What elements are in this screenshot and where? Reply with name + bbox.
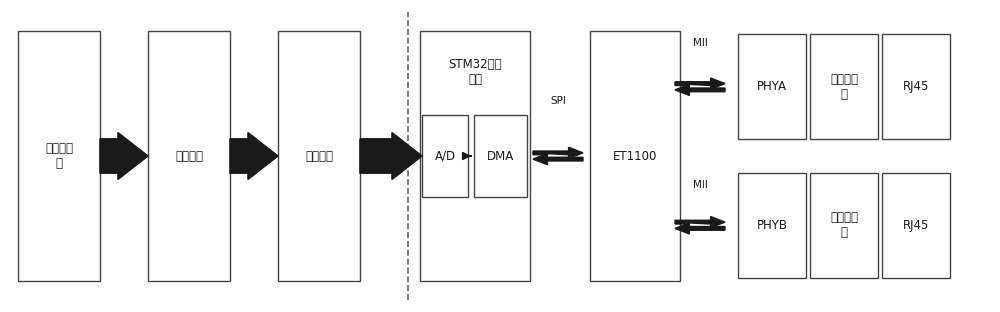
Text: A/D: A/D [434,149,456,163]
Polygon shape [360,133,422,179]
Bar [882,34,950,139]
Text: RJ45: RJ45 [903,80,929,93]
Polygon shape [230,133,278,179]
Polygon shape [675,84,725,95]
Bar [278,31,360,281]
Polygon shape [533,154,583,165]
Bar [810,173,878,278]
Bar [738,173,806,278]
Polygon shape [533,147,583,158]
Polygon shape [675,217,725,228]
Text: 放大电路: 放大电路 [305,149,333,163]
Bar [590,31,680,281]
Text: PHYA: PHYA [757,80,787,93]
Text: 隔离变压
器: 隔离变压 器 [830,212,858,239]
Text: DMA: DMA [487,149,514,163]
Text: 传感器单
元: 传感器单 元 [45,142,73,170]
Bar [738,34,806,139]
Text: STM32微处
理器: STM32微处 理器 [448,58,502,86]
Polygon shape [100,133,148,179]
Bar [882,173,950,278]
Text: 隔离变压
器: 隔离变压 器 [830,73,858,100]
Bar [420,31,530,281]
Text: MII: MII [693,180,707,190]
Text: SPI: SPI [550,96,566,106]
Bar [422,115,468,197]
Text: ET1100: ET1100 [613,149,657,163]
Polygon shape [675,223,725,234]
Polygon shape [675,78,725,89]
Text: 滤波电路: 滤波电路 [175,149,203,163]
Text: RJ45: RJ45 [903,219,929,232]
Bar [148,31,230,281]
Bar [810,34,878,139]
Bar [18,31,100,281]
Text: MII: MII [693,38,707,48]
Text: PHYB: PHYB [757,219,788,232]
Bar [474,115,527,197]
